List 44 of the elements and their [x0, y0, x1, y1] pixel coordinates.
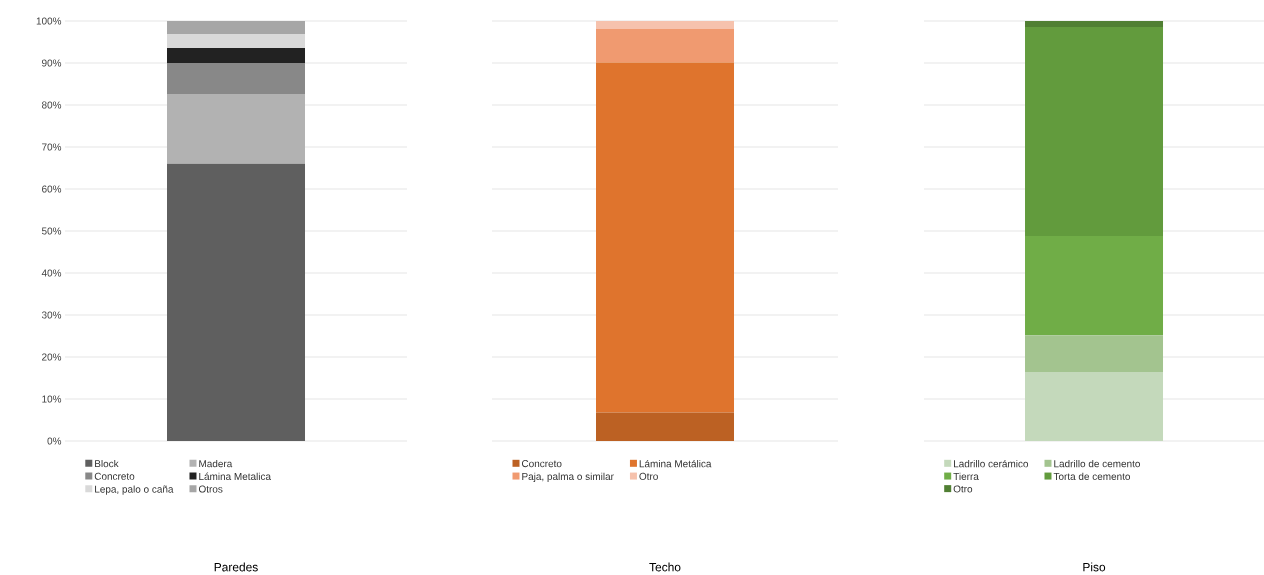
legend-label: Madera	[199, 459, 233, 468]
x-axis-title: Paredes	[214, 562, 258, 572]
bar	[596, 62, 735, 413]
legend-label: Concreto	[521, 460, 562, 468]
legend-label: Lámina Metálica	[639, 459, 712, 468]
legend-label: Otro	[639, 472, 658, 480]
x-axis-title: Techo	[649, 562, 681, 572]
y-tick-label: 70%	[42, 143, 62, 151]
bar	[167, 21, 305, 35]
bar	[596, 28, 735, 63]
bar	[167, 163, 305, 441]
y-tick-label: 60%	[42, 185, 62, 193]
y-tick-label: 50%	[41, 227, 62, 235]
bar	[167, 34, 305, 48]
legend-label: Ladrillo de cemento	[1054, 459, 1140, 468]
bar	[167, 63, 305, 95]
y-tick-label: 100%	[36, 17, 62, 25]
y-tick-label: 0%	[47, 437, 62, 445]
legend-label: Torta de cemento	[1053, 472, 1131, 481]
legend-label: Otros	[198, 485, 223, 493]
legend-label: Lepa, palo o caña	[95, 485, 174, 495]
y-tick-label: 90%	[42, 59, 62, 67]
legend-label: Paja, palma o similar	[522, 472, 614, 482]
y-tick-label: 30%	[41, 311, 62, 319]
legend-label: Concreto	[94, 472, 135, 480]
y-tick-label: 20%	[42, 353, 62, 361]
bar	[167, 47, 305, 63]
y-tick-label: 40%	[41, 269, 62, 277]
bar	[1025, 335, 1164, 373]
bar	[167, 94, 305, 164]
legend-label: Tierra	[953, 472, 979, 481]
bar	[1025, 372, 1164, 441]
legend-label: Block	[95, 459, 119, 468]
y-tick-label: 10%	[42, 395, 62, 403]
bar	[596, 21, 735, 29]
x-axis-title: Piso	[1083, 562, 1106, 572]
bar	[1025, 236, 1164, 336]
bar	[596, 412, 735, 441]
legend-label: Lámina Metalica	[199, 472, 272, 481]
legend-label: Ladrillo cerámico	[954, 459, 1029, 468]
legend-label: Otro	[953, 485, 973, 493]
bar	[1025, 26, 1164, 237]
y-tick-label: 80%	[41, 101, 62, 109]
bar	[1025, 21, 1164, 27]
